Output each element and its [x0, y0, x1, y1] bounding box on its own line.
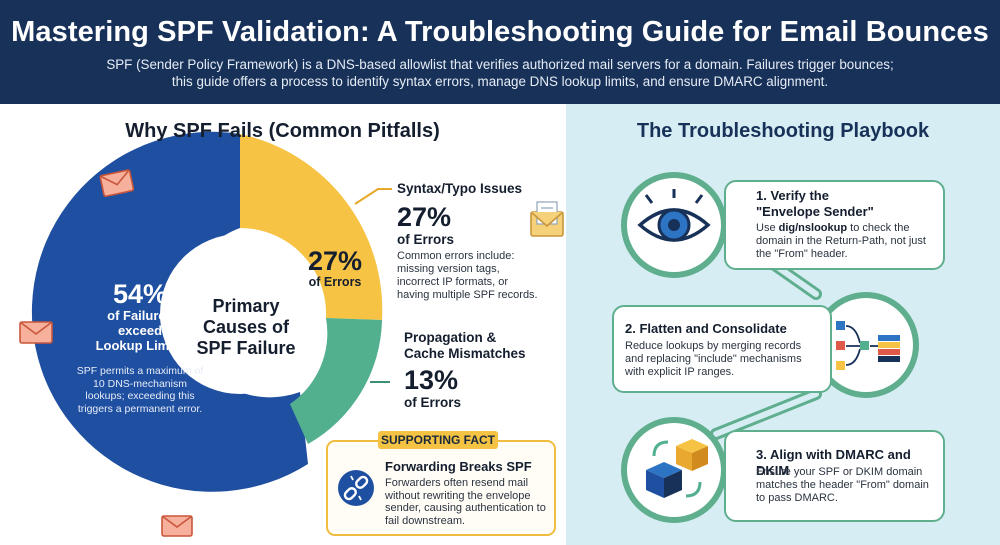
step-1-title: 1. Verify the "Envelope Sender": [756, 188, 936, 220]
propagation-heading-line-2: Cache Mismatches: [404, 346, 526, 361]
playbook-graphics: [621, 172, 919, 523]
lookup-note: SPF permits a maximum of 10 DNS-mechanis…: [76, 365, 204, 415]
center-label-line-3: SPF Failure: [196, 338, 296, 358]
supporting-fact-body: Forwarders often resend mail without rew…: [385, 477, 546, 527]
syntax-sub: of Errors: [397, 232, 455, 247]
center-label-line-2: Causes of: [202, 317, 290, 337]
center-label-line-1: Primary: [212, 296, 280, 316]
step-1-title-line-1: 1. Verify the: [756, 188, 829, 203]
align-cubes-icon: [646, 439, 708, 498]
header: Mastering SPF Validation: A Troubleshoot…: [0, 0, 1000, 104]
step-1-body: Use dig/nslookup to check the domain in …: [756, 222, 936, 261]
playbook-title: The Troubleshooting Playbook: [636, 120, 930, 142]
supporting-fact-title: Forwarding Breaks SPF: [385, 459, 532, 474]
step-1-title-line-2: "Envelope Sender": [756, 204, 874, 219]
chart-center-label: Primary Causes of SPF Failure: [187, 296, 305, 359]
step-2-body: Reduce lookups by merging records and re…: [625, 340, 802, 378]
lookup-label-line-2: exceed: [117, 323, 163, 338]
segment-lookup-label: 54% of Failures exceed Lookup Limits SPF…: [70, 280, 210, 415]
segment-syntax-typo: [240, 134, 383, 320]
propagation-percent: 13%: [404, 365, 459, 395]
step-2-title: 2. Flatten and Consolidate: [625, 321, 787, 336]
propagation-heading: Propagation & Cache Mismatches: [404, 330, 526, 362]
step-3-title: 3. Align with DMARC and DKIM: [756, 447, 911, 478]
propagation-sub: of Errors: [404, 395, 462, 410]
syntax-body-line-4: having multiple SPF records.: [397, 289, 538, 301]
syntax-segment-label: of Errors: [308, 275, 362, 289]
lookup-label-line-1: of Failures: [107, 308, 173, 323]
propagation-heading-line-1: Propagation &: [404, 330, 497, 345]
leader-syntax: [354, 188, 392, 205]
eye-icon: [637, 189, 711, 242]
step-3-card: [724, 430, 945, 522]
syntax-body: Common errors include: missing version t…: [397, 250, 562, 302]
lookup-label-line-3: Lookup Limits: [95, 338, 185, 353]
step-1-body-prefix: Use: [756, 222, 779, 234]
envelope-icon: [99, 169, 135, 197]
lookup-percent: 54%: [112, 279, 168, 309]
step-1-body-command: dig/nslookup: [778, 222, 848, 234]
syntax-percent: 27%: [397, 202, 452, 232]
segment-propagation: [290, 318, 382, 444]
pitfalls-title: Why SPF Fails (Common Pitfalls): [125, 120, 440, 142]
step-1-body-suffix: to check the domain in the Return-Path, …: [756, 222, 926, 260]
connector-2-3-inner: [713, 391, 819, 437]
envelope-icon: [19, 321, 53, 344]
open-envelope-icon: [530, 201, 564, 237]
envelope-icon: [161, 515, 193, 537]
subtitle-line-2: this guide offers a process to identify …: [171, 74, 829, 89]
chart-center: [160, 234, 320, 394]
syntax-heading: Syntax/Typo Issues: [397, 181, 523, 196]
syntax-body-line-1: Common errors include:: [397, 250, 515, 262]
page-title: Mastering SPF Validation: A Troubleshoot…: [11, 16, 989, 48]
failure-causes-chart: [19, 131, 564, 537]
step-2-card: [612, 305, 832, 393]
subtitle-line-1: SPF (Sender Policy Framework) is a DNS-b…: [106, 57, 894, 72]
broken-link-icon: [338, 470, 374, 506]
flatten-diagram-icon: [836, 321, 900, 370]
step-1-card: [724, 180, 945, 270]
segment-syntax-label: 27% of Errors: [297, 247, 373, 289]
step-3-body: Ensure your SPF or DKIM domain matches t…: [756, 466, 929, 504]
syntax-body-line-3: incorrect IP formats, or: [397, 276, 509, 288]
syntax-segment-percent: 27%: [307, 246, 363, 276]
syntax-body-line-2: missing version tags,: [397, 263, 500, 275]
page-subtitle: SPF (Sender Policy Framework) is a DNS-b…: [0, 56, 1000, 90]
supporting-fact-tag: SUPPORTING FACT: [378, 431, 498, 449]
